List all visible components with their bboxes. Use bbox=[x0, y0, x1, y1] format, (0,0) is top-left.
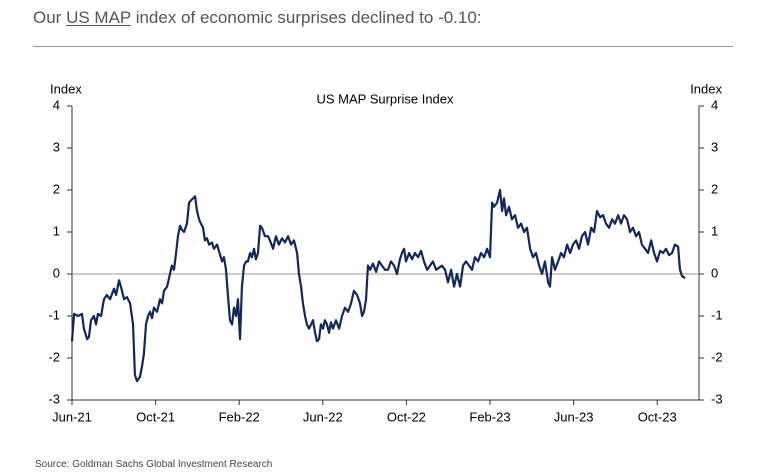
y-tick-label: -2 bbox=[48, 349, 60, 364]
x-tick-label: Jun-22 bbox=[303, 409, 343, 424]
y2-tick-label: 3 bbox=[711, 139, 718, 154]
x-tick-label: Jun-23 bbox=[554, 409, 594, 424]
y2-tick-label: -3 bbox=[711, 391, 723, 406]
x-tick-label: Feb-23 bbox=[469, 409, 510, 424]
x-tick-label: Oct-22 bbox=[387, 409, 426, 424]
y2-tick-label: 2 bbox=[711, 181, 718, 196]
y2-tick-label: -1 bbox=[711, 307, 723, 322]
source: Source: Goldman Sachs Global Investment … bbox=[35, 459, 273, 470]
y-tick-label: 3 bbox=[53, 139, 60, 154]
y2-axis-label: Index bbox=[690, 81, 722, 96]
x-tick-label: Feb-22 bbox=[219, 409, 260, 424]
y2-tick-label: -2 bbox=[711, 349, 723, 364]
headline-text: index of economic surprises declined to … bbox=[135, 8, 482, 27]
y-tick-label: 4 bbox=[53, 97, 60, 112]
data-line bbox=[70, 188, 686, 383]
x-tick-label: Oct-23 bbox=[638, 409, 677, 424]
y2-tick-label: 1 bbox=[711, 223, 718, 238]
y-tick-label: 2 bbox=[53, 181, 60, 196]
x-tick-label: Jun-21 bbox=[52, 409, 92, 424]
y2-tick-label: 0 bbox=[711, 265, 718, 280]
y-tick-label: 1 bbox=[53, 223, 60, 238]
headline-link[interactable]: US MAP bbox=[66, 8, 131, 27]
divider bbox=[33, 46, 733, 47]
headline: Our US MAP index of economic surprises d… bbox=[33, 8, 482, 28]
x-tick-label: Oct-21 bbox=[136, 409, 175, 424]
headline-text: Our bbox=[33, 8, 62, 27]
y-tick-label: 0 bbox=[53, 265, 60, 280]
y-axis-label: Index bbox=[50, 81, 82, 96]
y-tick-label: -3 bbox=[48, 391, 60, 406]
chart-title: US MAP Surprise Index bbox=[316, 91, 454, 106]
y-tick-label: -1 bbox=[48, 307, 60, 322]
y2-tick-label: 4 bbox=[711, 97, 718, 112]
